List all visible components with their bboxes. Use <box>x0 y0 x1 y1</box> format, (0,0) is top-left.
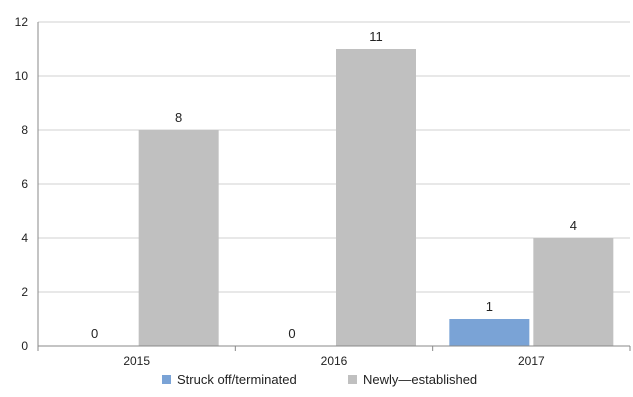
bar-1-0 <box>138 130 219 346</box>
grid-lines <box>38 21 630 293</box>
bar-0-2 <box>449 319 530 346</box>
y-tick-label: 6 <box>21 177 28 191</box>
data-label: 8 <box>175 110 182 125</box>
bar-1-2 <box>533 238 614 346</box>
legend: Struck off/terminated Newly—established <box>162 372 477 387</box>
y-tick-label: 0 <box>21 339 28 353</box>
bars <box>138 49 614 346</box>
legend-swatch <box>348 375 357 384</box>
data-label: 1 <box>486 299 493 314</box>
x-tick-label: 2017 <box>518 354 545 368</box>
y-tick-label: 2 <box>21 285 28 299</box>
data-label: 0 <box>288 326 295 341</box>
data-label: 0 <box>91 326 98 341</box>
legend-label: Struck off/terminated <box>177 372 297 387</box>
y-tick-label: 12 <box>15 15 29 29</box>
legend-swatch <box>162 375 171 384</box>
data-label: 11 <box>369 29 383 44</box>
data-label: 4 <box>570 218 577 233</box>
legend-label: Newly—established <box>363 372 477 387</box>
x-tick-label: 2015 <box>123 354 150 368</box>
y-tick-label: 10 <box>15 69 29 83</box>
x-tick-label: 2016 <box>321 354 348 368</box>
bar-1-1 <box>336 49 416 346</box>
y-tick-label: 4 <box>21 231 28 245</box>
y-tick-label: 8 <box>21 123 28 137</box>
